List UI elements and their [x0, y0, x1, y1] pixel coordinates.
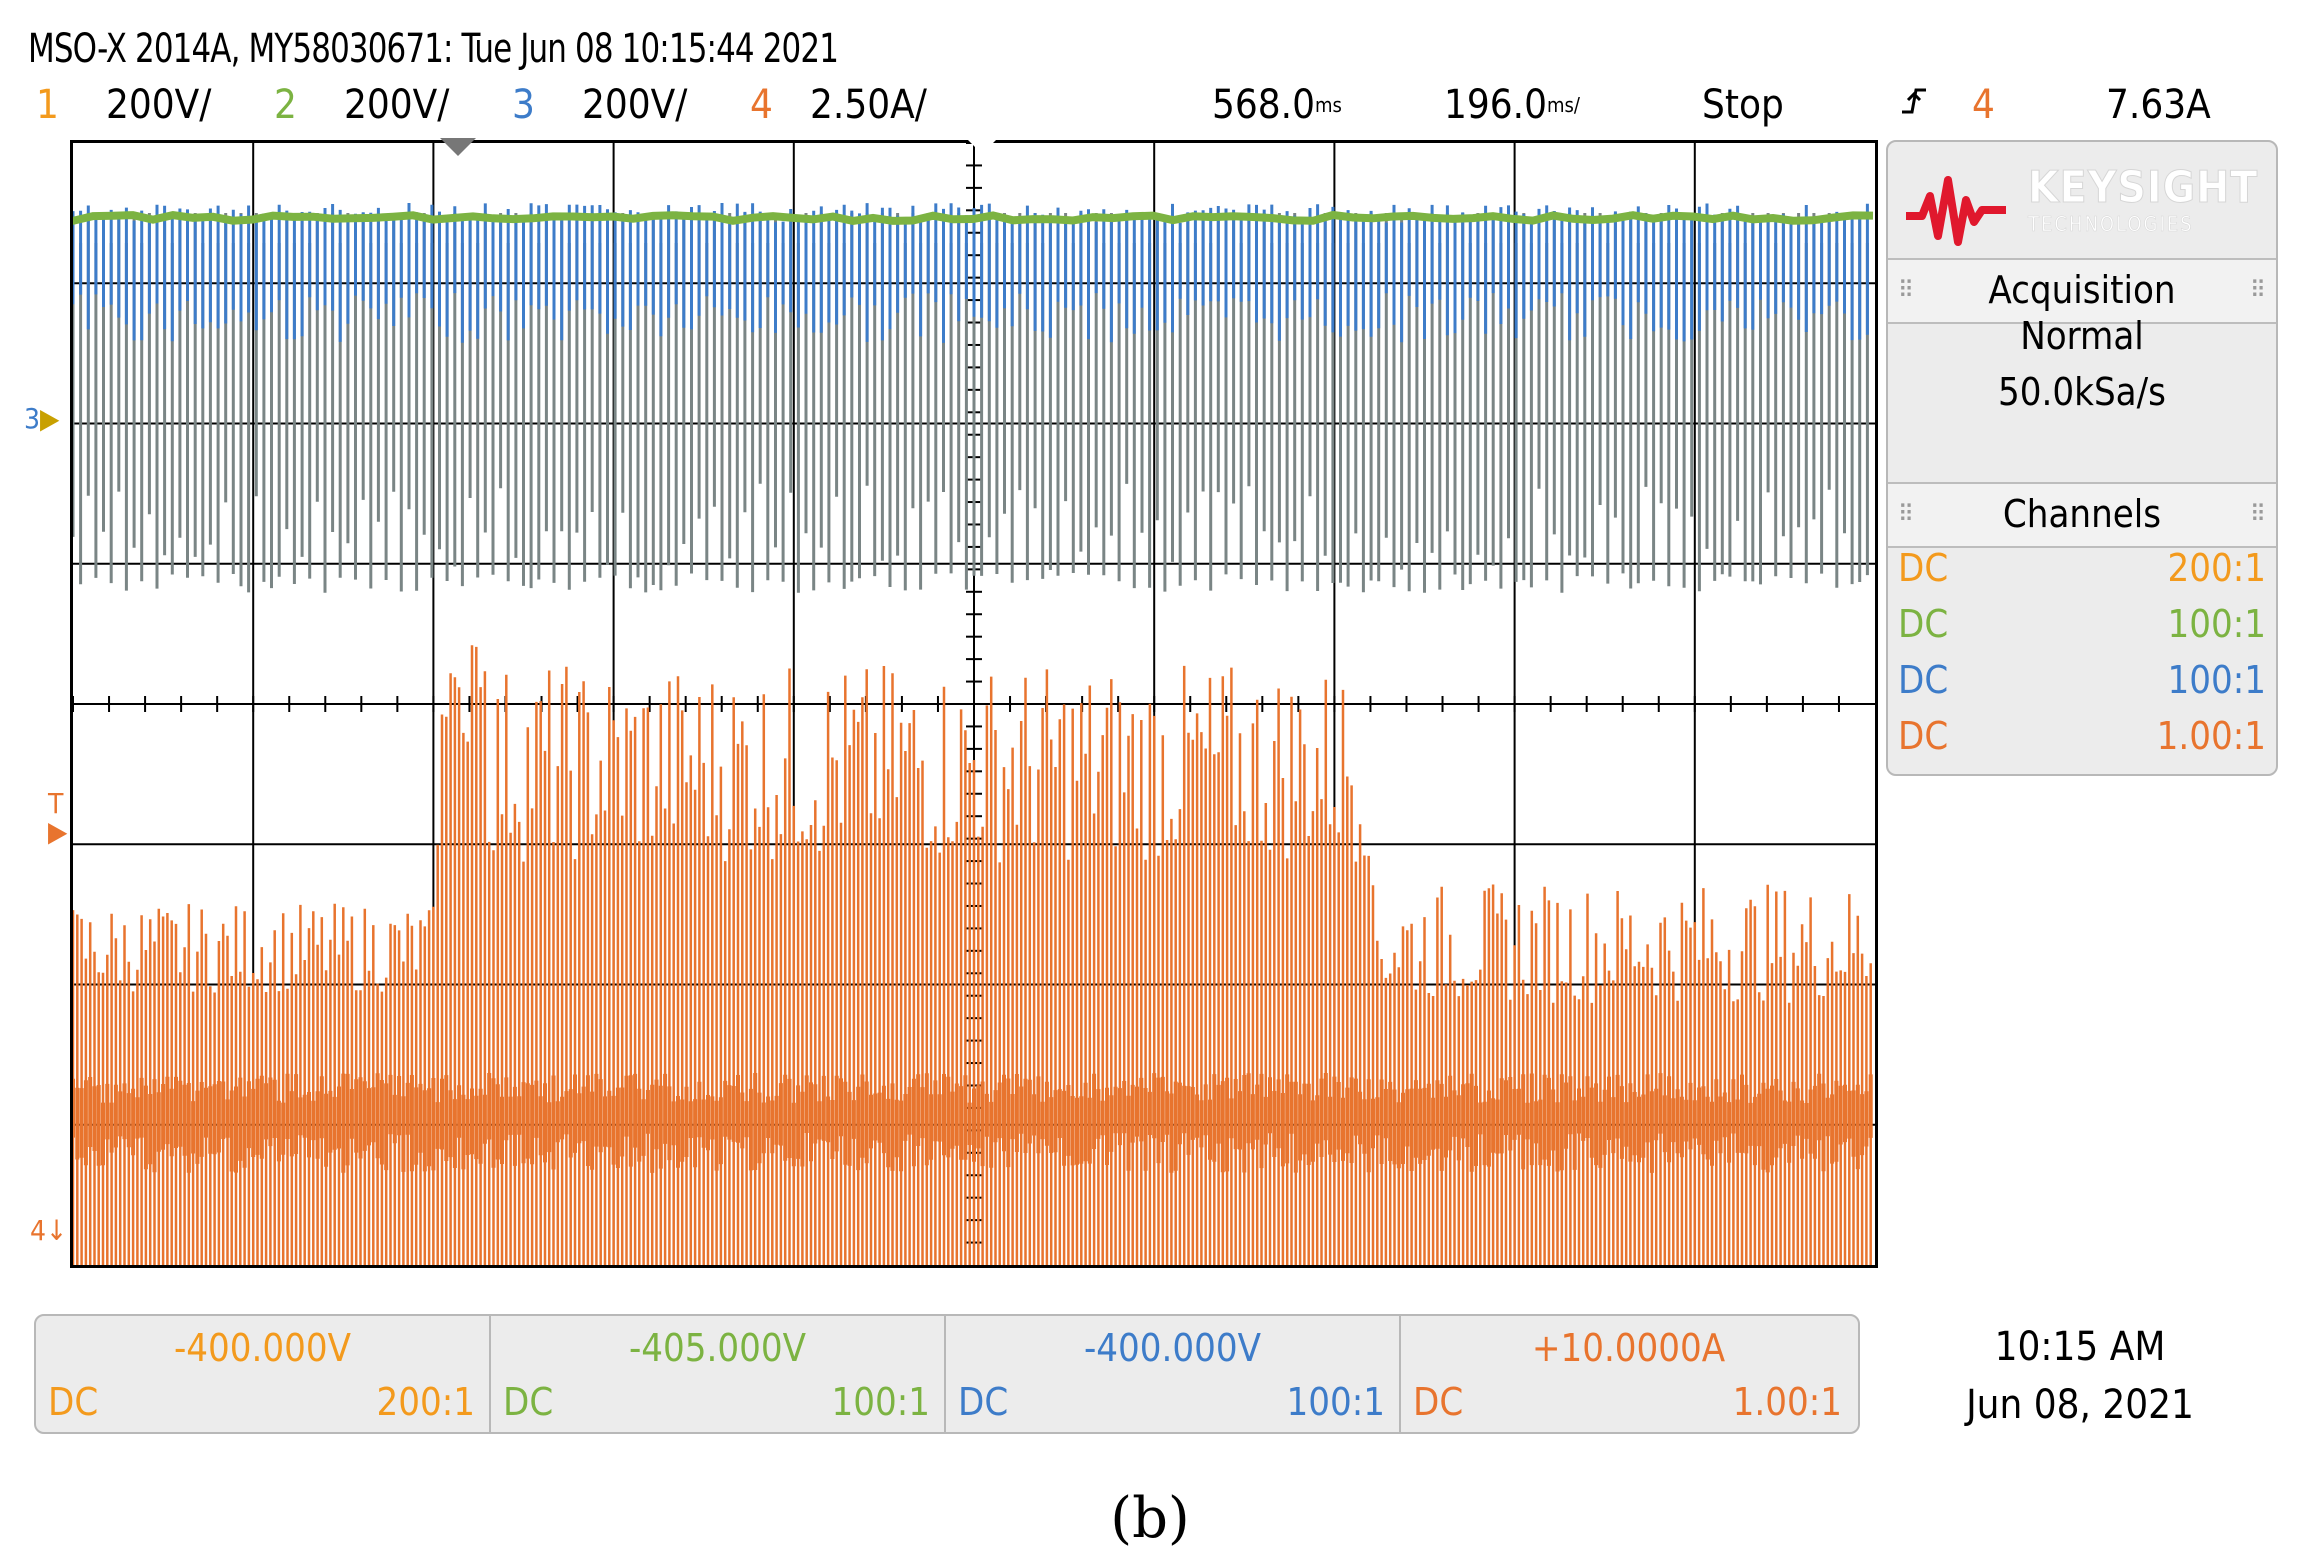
ch3-trace [73, 203, 1869, 343]
ch2-offset: -405.000V [628, 1326, 807, 1370]
ch3-number[interactable]: 3 [512, 82, 535, 128]
ch1-offset: -400.000V [173, 1326, 352, 1370]
ch3-ground-marker[interactable]: 3▶ [24, 402, 60, 435]
channel-row-4[interactable]: DC 1.00:1 [1898, 714, 2266, 758]
time-scale[interactable]: 196.0ms/ [1444, 82, 1580, 128]
ch2-trace [73, 210, 1874, 225]
ch4-probe: 1.00:1 [1732, 1380, 1842, 1424]
ch3-offset: -400.000V [1083, 1326, 1262, 1370]
ch2-coupling: DC [503, 1380, 554, 1424]
sample-rate: 50.0kSa/s [1998, 370, 2166, 414]
ch2-summary[interactable]: -405.000V DC 100:1 [491, 1316, 946, 1432]
trigger-falling-edge-icon[interactable] [1898, 82, 1928, 132]
ch1-probe: 200:1 [376, 1380, 475, 1424]
channel-row-1[interactable]: DC 200:1 [1898, 546, 2266, 590]
clock: 10:15 AM Jun 08, 2021 [1940, 1318, 2220, 1434]
acquisition-header[interactable]: ⠿ Acquisition ⠿ [1888, 258, 2276, 324]
ch1-summary[interactable]: -400.000V DC 200:1 [36, 1316, 491, 1432]
brand-sub: TECHNOLOGIES [2028, 212, 2194, 237]
figure-caption: (b) [1110, 1486, 1190, 1551]
ch1-coupling: DC [48, 1380, 99, 1424]
drag-handle-icon[interactable]: ⠿ [2250, 276, 2266, 304]
ch4-number[interactable]: 4 [750, 82, 773, 128]
brand-name: KEYSIGHT [2027, 162, 2259, 214]
time-scale-unit: ms/ [1547, 93, 1580, 117]
trigger-level-marker[interactable]: T ▶ [48, 787, 68, 848]
time-reference-marker [966, 138, 998, 154]
ch4-offset: +10.0000A [1531, 1326, 1726, 1370]
channel-row-3[interactable]: DC 100:1 [1898, 658, 2266, 702]
channel-summary-bar: -400.000V DC 200:1 -405.000V DC 100:1 -4… [34, 1314, 1860, 1434]
side-panel: KEYSIGHT TECHNOLOGIES ⠿ Acquisition ⠿ No… [1886, 140, 2278, 776]
clock-time: 10:15 AM [1994, 1324, 2166, 1370]
time-delay[interactable]: 568.0ms [1212, 82, 1342, 128]
clock-date: Jun 08, 2021 [1966, 1382, 2194, 1428]
ch2-probe: 100:1 [831, 1380, 930, 1424]
run-state[interactable]: Stop [1702, 82, 1784, 128]
ch2-number[interactable]: 2 [274, 82, 297, 128]
drag-handle-icon[interactable]: ⠿ [1898, 276, 1914, 304]
trigger-source[interactable]: 4 [1972, 82, 1995, 128]
drag-handle-icon[interactable]: ⠿ [2250, 500, 2266, 528]
ch1-trace [73, 213, 1869, 593]
ch2-scale[interactable]: 200V/ [344, 82, 450, 128]
channel-row-2[interactable]: DC 100:1 [1898, 602, 2266, 646]
trigger-position-marker [440, 138, 476, 156]
scope-title: MSO-X 2014A, MY58030671: Tue Jun 08 10:1… [28, 26, 839, 72]
ch3-coupling: DC [958, 1380, 1009, 1424]
ch3-scale[interactable]: 200V/ [582, 82, 688, 128]
ch3-summary[interactable]: -400.000V DC 100:1 [946, 1316, 1401, 1432]
ch1-number[interactable]: 1 [36, 82, 59, 128]
acquisition-mode: Normal [2020, 314, 2144, 358]
waveform-traces [73, 203, 1874, 1265]
ch1-scale[interactable]: 200V/ [106, 82, 212, 128]
channels-header[interactable]: ⠿ Channels ⠿ [1888, 482, 2276, 548]
trigger-level[interactable]: 7.63A [2106, 82, 2211, 128]
ch4-scale[interactable]: 2.50A/ [810, 82, 927, 128]
waveform-display[interactable] [70, 140, 1878, 1268]
drag-handle-icon[interactable]: ⠿ [1898, 500, 1914, 528]
time-delay-unit: ms [1315, 93, 1342, 117]
ch3-probe: 100:1 [1286, 1380, 1385, 1424]
ch4-trace-envelope [73, 1073, 1873, 1173]
ch4-ground-marker[interactable]: 4↓ [30, 1214, 68, 1247]
ch4-summary[interactable]: +10.0000A DC 1.00:1 [1401, 1316, 1856, 1432]
ch4-coupling: DC [1413, 1380, 1464, 1424]
